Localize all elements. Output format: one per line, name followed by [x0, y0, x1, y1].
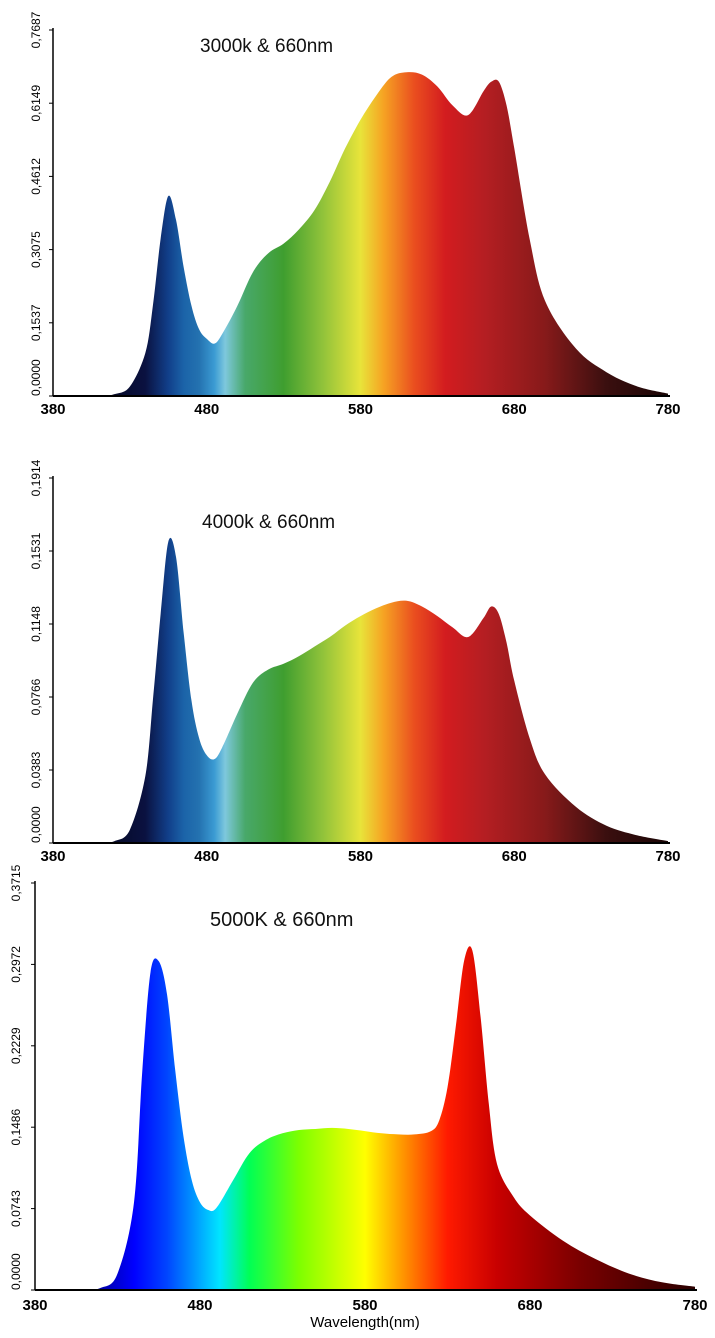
x-tick-label: 680 — [502, 401, 527, 418]
x-tick-label: 380 — [22, 1297, 47, 1314]
chart-title: 5000K & 660nm — [210, 909, 353, 931]
spectrum-area-3 — [35, 946, 695, 1290]
x-tick-label: 680 — [502, 848, 527, 865]
chart-title: 4000k & 660nm — [202, 512, 335, 533]
y-tick-label: 0,2229 — [9, 1027, 23, 1064]
y-tick-label: 0,3075 — [29, 231, 43, 268]
x-tick-label: 580 — [348, 848, 373, 865]
y-tick-label: 0,1531 — [29, 532, 43, 569]
x-tick-label: 480 — [194, 848, 219, 865]
x-tick-label: 780 — [682, 1297, 707, 1314]
y-tick-label: 0,0000 — [29, 806, 43, 843]
y-tick-label: 0,0000 — [9, 1253, 23, 1290]
y-tick-label: 0,0383 — [29, 751, 43, 788]
y-tick-label: 0,0743 — [9, 1190, 23, 1227]
spectrum-area-2 — [53, 537, 668, 843]
y-tick-label: 0,0000 — [29, 359, 43, 396]
x-tick-label: 580 — [348, 401, 373, 418]
x-tick-label: 480 — [194, 401, 219, 418]
y-tick-label: 0,2972 — [9, 946, 23, 983]
y-tick-label: 0,3715 — [9, 864, 23, 901]
y-tick-label: 0,7687 — [29, 11, 43, 48]
y-tick-label: 0,1914 — [29, 459, 43, 496]
y-tick-label: 0,1148 — [29, 606, 43, 642]
x-tick-label: 780 — [655, 401, 680, 418]
spectrum-area-1 — [53, 72, 668, 396]
x-tick-label: 380 — [40, 848, 65, 865]
y-tick-label: 0,4612 — [29, 158, 43, 195]
y-tick-label: 0,1537 — [29, 304, 43, 341]
y-tick-label: 0,1486 — [9, 1109, 23, 1146]
y-tick-label: 0,0766 — [29, 678, 43, 715]
x-tick-label: 580 — [352, 1297, 377, 1314]
spectrum-chart-2: 380 480 580 680 780 0,0000 0,0383 0,0766 0,1148 0… — [29, 459, 681, 865]
x-tick-label: 680 — [517, 1297, 542, 1314]
x-tick-label: 480 — [187, 1297, 212, 1314]
y-tick-label: 0,6149 — [29, 85, 43, 122]
spectrum-chart-1: 380 480 580 680 780 0,0000 0,1537 0,3075 0,4612 0… — [29, 11, 681, 418]
x-tick-label: 780 — [655, 848, 680, 865]
spectrum-chart-3: 380 480 580 680 780 0,0000 0,0743 0,1486 0,2229 0… — [9, 864, 708, 1331]
x-tick-label: 380 — [40, 401, 65, 418]
x-axis-label: Wavelength(nm) — [310, 1314, 419, 1331]
chart-title: 3000k & 660nm — [200, 36, 333, 57]
